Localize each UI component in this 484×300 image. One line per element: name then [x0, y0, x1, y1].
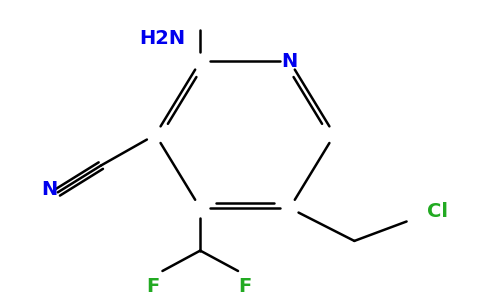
Text: N: N: [41, 180, 57, 199]
Text: F: F: [146, 277, 159, 296]
Text: F: F: [238, 277, 252, 296]
Text: H2N: H2N: [139, 28, 185, 48]
Text: N: N: [282, 52, 298, 71]
Text: Cl: Cl: [427, 202, 448, 221]
